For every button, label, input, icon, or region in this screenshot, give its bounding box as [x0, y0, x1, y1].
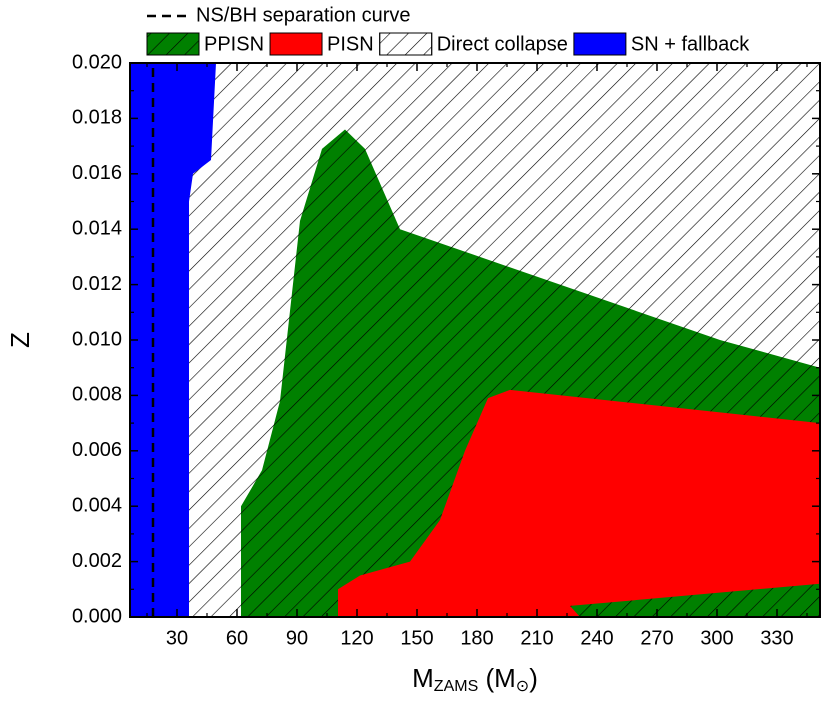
y-tick-label: 0.014 [72, 217, 122, 239]
legend-swatch [269, 32, 323, 56]
x-tick-label: 270 [640, 627, 673, 649]
x-label-part: ) [529, 663, 538, 693]
y-tick-label: 0.008 [72, 384, 122, 406]
x-tick-label: 90 [286, 627, 308, 649]
x-tick-label: 30 [166, 627, 188, 649]
legend-swatch-hatch [379, 32, 433, 56]
legend-label: PISN [327, 33, 374, 55]
plot-regions [130, 63, 820, 618]
x-label-part: (M [478, 663, 516, 693]
y-tick-label: 0.016 [72, 162, 122, 184]
y-tick-label: 0.018 [72, 107, 122, 129]
x-axis-label: MZAMS (M⊙) [412, 663, 538, 695]
legend-label: NS/BH separation curve [196, 4, 411, 26]
x-tick-label: 330 [760, 627, 793, 649]
y-tick-label: 0.006 [72, 439, 122, 461]
x-tick-label: 150 [400, 627, 433, 649]
y-tick-label: 0.000 [72, 605, 122, 627]
legend-swatch [573, 32, 627, 56]
y-tick-label: 0.004 [72, 494, 122, 516]
x-label-sub: ⊙ [516, 678, 529, 695]
region [338, 389, 820, 617]
x-tick-label: 210 [520, 627, 553, 649]
y-tick-label: 0.020 [72, 51, 122, 73]
legend-label: SN + fallback [631, 33, 750, 55]
legend-label: PPISN [204, 33, 264, 55]
legend-label: Direct collapse [437, 33, 568, 55]
x-tick-label: 180 [460, 627, 493, 649]
legend-swatch-hatch [146, 32, 200, 56]
y-axis-label: Z [5, 332, 35, 348]
y-tick-label: 0.002 [72, 550, 122, 572]
x-tick-label: 60 [226, 627, 248, 649]
y-tick-label: 0.012 [72, 273, 122, 295]
x-label-sub: ZAMS [434, 678, 478, 695]
region [130, 63, 216, 617]
x-tick-label: 120 [340, 627, 373, 649]
x-tick-label: 240 [580, 627, 613, 649]
y-tick-label: 0.010 [72, 328, 122, 350]
x-tick-label: 300 [700, 627, 733, 649]
x-label-part: M [412, 663, 434, 693]
